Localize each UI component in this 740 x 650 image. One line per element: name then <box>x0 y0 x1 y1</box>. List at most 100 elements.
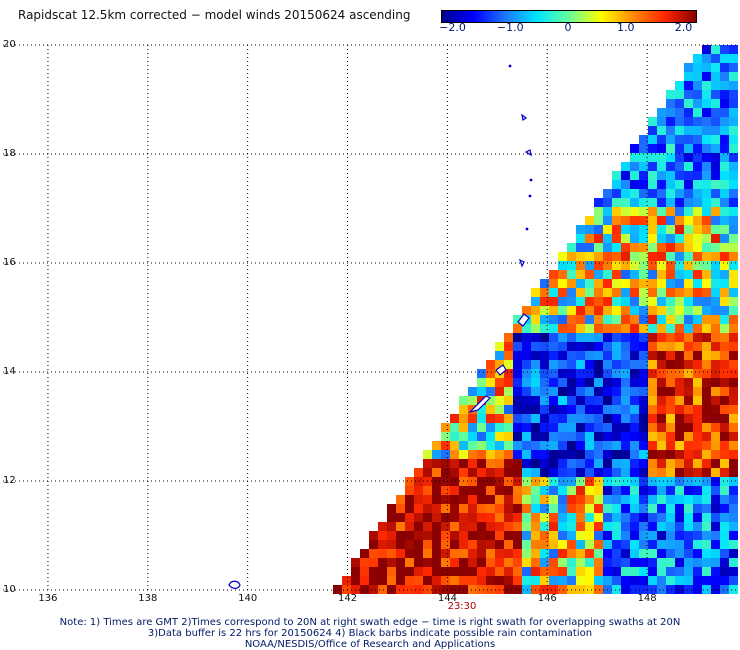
wind-cell <box>450 459 459 468</box>
wind-cell <box>729 513 738 522</box>
wind-cell <box>612 540 621 549</box>
wind-cell <box>603 207 612 216</box>
wind-cell <box>639 378 648 387</box>
wind-cell <box>630 432 639 441</box>
wind-cell <box>693 432 702 441</box>
wind-cell <box>648 126 657 135</box>
wind-cell <box>675 171 684 180</box>
wind-cell <box>423 468 432 477</box>
wind-cell <box>684 342 693 351</box>
wind-cell <box>594 297 603 306</box>
wind-cell <box>594 423 603 432</box>
wind-cell <box>693 144 702 153</box>
wind-cell <box>630 441 639 450</box>
wind-cell <box>621 207 630 216</box>
wind-cell <box>576 369 585 378</box>
wind-cell <box>594 333 603 342</box>
wind-cell <box>459 459 468 468</box>
wind-cell <box>531 414 540 423</box>
wind-cell <box>522 450 531 459</box>
wind-cell <box>450 414 459 423</box>
wind-cell <box>567 279 576 288</box>
wind-cell <box>693 576 702 585</box>
wind-cell <box>450 495 459 504</box>
wind-cell <box>621 261 630 270</box>
wind-cell <box>540 585 549 594</box>
wind-cell <box>648 153 657 162</box>
wind-cell <box>459 531 468 540</box>
wind-cell <box>693 279 702 288</box>
wind-cell <box>603 549 612 558</box>
wind-cell <box>486 387 495 396</box>
wind-cell <box>486 567 495 576</box>
wind-cell <box>621 513 630 522</box>
wind-cell <box>720 585 729 594</box>
wind-cell <box>531 504 540 513</box>
wind-cell <box>639 279 648 288</box>
wind-cell <box>648 414 657 423</box>
wind-cell <box>621 540 630 549</box>
wind-cell <box>567 459 576 468</box>
wind-cell <box>576 351 585 360</box>
wind-cell <box>720 459 729 468</box>
wind-cell <box>603 486 612 495</box>
wind-cell <box>684 360 693 369</box>
wind-cell <box>621 306 630 315</box>
wind-cell <box>621 486 630 495</box>
wind-cell <box>576 288 585 297</box>
wind-cell <box>675 423 684 432</box>
wind-cell <box>639 342 648 351</box>
wind-cell <box>567 513 576 522</box>
wind-cell <box>549 369 558 378</box>
wind-cell <box>729 378 738 387</box>
wind-cell <box>414 585 423 594</box>
wind-cell <box>720 252 729 261</box>
wind-cell <box>369 549 378 558</box>
wind-cell <box>513 450 522 459</box>
wind-cell <box>648 225 657 234</box>
wind-cell <box>522 378 531 387</box>
wind-cell <box>558 423 567 432</box>
wind-cell <box>639 495 648 504</box>
wind-cell <box>585 540 594 549</box>
wind-cell <box>720 90 729 99</box>
wind-cell <box>702 216 711 225</box>
wind-cell <box>495 558 504 567</box>
wind-cell <box>702 81 711 90</box>
wind-cell <box>657 378 666 387</box>
wind-cell <box>504 576 513 585</box>
wind-cell <box>405 585 414 594</box>
wind-cell <box>513 324 522 333</box>
wind-cell <box>693 171 702 180</box>
wind-cell <box>720 567 729 576</box>
wind-cell <box>396 576 405 585</box>
wind-cell <box>639 414 648 423</box>
wind-cell <box>702 72 711 81</box>
wind-cell <box>432 486 441 495</box>
wind-cell <box>531 324 540 333</box>
wind-cell <box>378 522 387 531</box>
wind-cell <box>684 180 693 189</box>
wind-cell <box>558 540 567 549</box>
wind-cell <box>666 504 675 513</box>
wind-cell <box>711 72 720 81</box>
wind-cell <box>540 279 549 288</box>
wind-cell <box>486 405 495 414</box>
wind-cell <box>486 486 495 495</box>
wind-cell <box>666 180 675 189</box>
wind-cell <box>720 99 729 108</box>
wind-cell <box>522 369 531 378</box>
wind-cell <box>720 576 729 585</box>
wind-cell <box>612 252 621 261</box>
wind-cell <box>558 387 567 396</box>
wind-cell <box>441 477 450 486</box>
wind-cell <box>459 396 468 405</box>
wind-cell <box>504 567 513 576</box>
wind-cell <box>693 477 702 486</box>
wind-cell <box>702 441 711 450</box>
wind-cell <box>702 531 711 540</box>
wind-cell <box>594 585 603 594</box>
wind-cell <box>657 423 666 432</box>
wind-cell <box>603 351 612 360</box>
wind-cell <box>621 369 630 378</box>
